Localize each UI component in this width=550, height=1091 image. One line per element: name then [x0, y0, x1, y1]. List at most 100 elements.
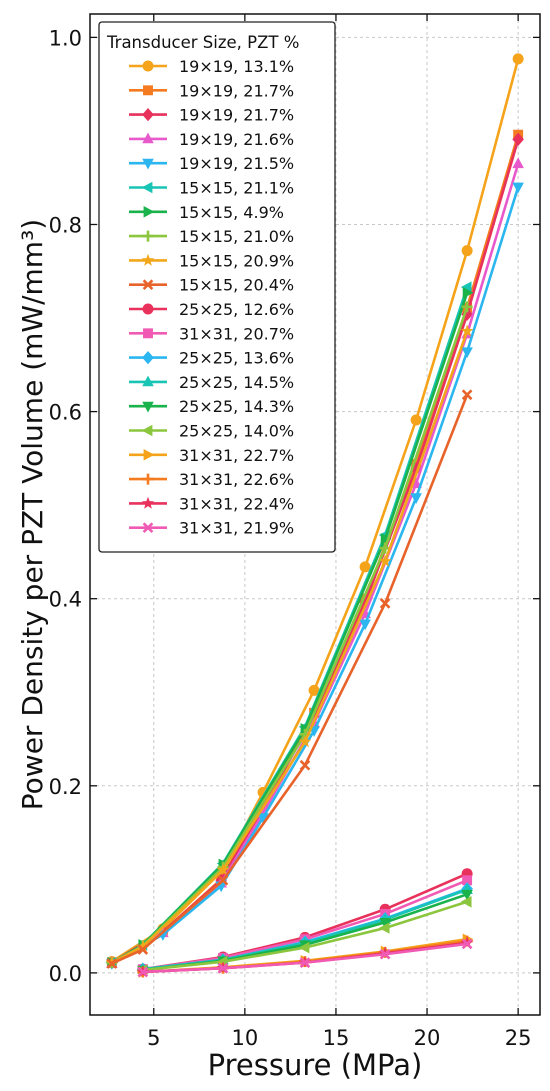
data-point [378, 554, 392, 567]
legend-label: 31×31, 21.9% [179, 519, 294, 538]
series-20 [137, 938, 473, 978]
legend-entry: 31×31, 21.9% [129, 519, 294, 538]
legend-entry: 31×31, 22.4% [129, 494, 294, 513]
legend-marker [141, 253, 155, 266]
data-point [379, 948, 391, 960]
legend-entry: 15×15, 20.4% [129, 276, 294, 295]
y-axis-title: Power Density per PZT Volume (mW/mm³) [16, 219, 49, 810]
legend-label: 19×19, 21.7% [179, 81, 294, 100]
data-point [512, 53, 524, 65]
legend-label: 25×25, 14.3% [179, 397, 294, 416]
legend-label: 15×15, 21.1% [179, 179, 294, 198]
y-tick-label: 0.2 [49, 775, 82, 799]
legend-marker [142, 279, 154, 291]
data-point [379, 917, 391, 929]
legend-marker [142, 132, 154, 144]
data-point [460, 281, 472, 293]
legend-marker [143, 328, 153, 339]
legend-marker [142, 375, 154, 387]
data-point [379, 598, 391, 609]
legend-label: 15×15, 4.9% [179, 203, 284, 222]
plot-series [105, 53, 524, 978]
x-tick-label: 5 [147, 1026, 160, 1050]
data-point [461, 347, 473, 359]
legend-label: 19×19, 21.6% [179, 130, 294, 149]
x-axis-title: Pressure (MPa) [208, 1048, 423, 1082]
legend-label: 15×15, 20.4% [179, 276, 294, 295]
data-point [106, 958, 118, 969]
legend-entry: 15×15, 21.0% [129, 227, 294, 246]
y-tick-label: 1.0 [49, 26, 82, 50]
data-point [217, 962, 229, 974]
legend-marker [143, 85, 153, 96]
legend-marker [142, 158, 154, 170]
legend-entry: 19×19, 21.7% [129, 81, 294, 100]
data-point [461, 889, 473, 901]
legend-marker [143, 206, 155, 218]
data-point [461, 307, 473, 321]
legend-entry: 15×15, 21.1% [129, 179, 294, 198]
y-tick-label: 0.0 [49, 962, 82, 986]
legend-label: 15×15, 20.9% [179, 251, 294, 270]
legend-entry: 19×19, 21.7% [129, 106, 294, 125]
legend-entry: 19×19, 13.1% [129, 57, 294, 76]
legend-entries: 19×19, 13.1% 19×19, 21.7% 19×19, 21.7% 19×1… [129, 57, 294, 538]
legend-marker [142, 230, 154, 242]
x-tick-label: 15 [323, 1026, 350, 1050]
legend-marker [142, 473, 154, 485]
data-point [410, 414, 422, 426]
y-tick-label: 0.8 [49, 213, 82, 237]
data-point [257, 813, 269, 824]
series-5 [106, 182, 524, 970]
legend-entry: 31×31, 22.6% [129, 470, 294, 489]
data-point [157, 930, 169, 941]
data-point [461, 389, 473, 401]
legend-label: 31×31, 22.4% [179, 494, 294, 513]
legend-entry: 31×31, 22.7% [129, 446, 294, 465]
data-point [512, 182, 524, 194]
data-point [378, 922, 390, 934]
legend-marker [142, 108, 154, 122]
legend-title: Transducer Size, PZT % [106, 33, 299, 52]
data-point [461, 301, 473, 313]
data-point [298, 941, 310, 954]
legend-marker [141, 424, 153, 437]
legend-entry: 15×15, 4.9% [129, 203, 284, 222]
data-point [380, 533, 392, 545]
legend-marker [141, 496, 155, 509]
data-point [137, 966, 149, 978]
data-point [298, 735, 312, 748]
data-point [512, 132, 524, 146]
data-point [359, 619, 371, 631]
data-point [299, 759, 311, 771]
legend-label: 19×19, 21.7% [179, 106, 294, 125]
legend-marker [142, 303, 154, 315]
data-point [216, 863, 230, 876]
y-tick-label: 0.4 [49, 588, 82, 612]
legend-label: 25×25, 14.5% [179, 373, 294, 392]
legend-entry: 15×15, 20.9% [129, 251, 294, 270]
legend-marker [142, 60, 154, 72]
data-point [462, 287, 474, 299]
legend-label: 31×31, 22.6% [179, 470, 294, 489]
data-point [216, 955, 228, 968]
legend-marker [142, 522, 154, 534]
legend-label: 19×19, 13.1% [179, 57, 294, 76]
series-line [111, 394, 469, 965]
legend-entry: 25×25, 12.6% [129, 300, 294, 319]
x-tick-label: 20 [414, 1026, 441, 1050]
legend-entry: 25×25, 14.5% [129, 373, 294, 392]
data-point [300, 722, 312, 735]
x-tick-label: 25 [505, 1026, 532, 1050]
data-point [359, 561, 371, 573]
data-point [217, 874, 229, 886]
plot-frame [89, 13, 541, 1016]
legend: Transducer Size, PZT % 19×19, 13.1%19×19… [98, 21, 336, 553]
legend-label: 31×31, 20.7% [179, 324, 294, 343]
data-point [460, 324, 474, 337]
data-point [137, 944, 149, 955]
legend-entry: 31×31, 20.7% [129, 324, 294, 343]
y-tick-label: 0.6 [49, 401, 82, 425]
legend-entry: 19×19, 21.5% [129, 154, 294, 173]
